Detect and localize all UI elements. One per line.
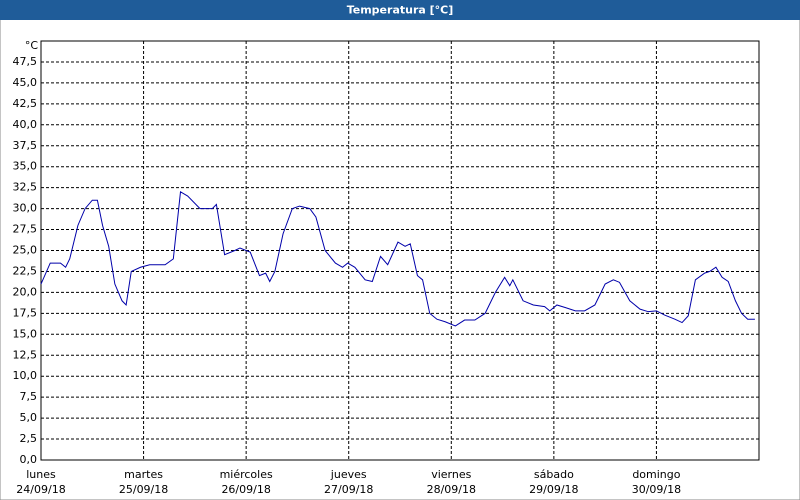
y-tick-label: 42,5 bbox=[13, 97, 38, 110]
x-tick-date: 29/09/18 bbox=[529, 483, 578, 496]
y-tick-label: 7,5 bbox=[20, 390, 38, 403]
x-tick-date: 28/09/18 bbox=[427, 483, 476, 496]
y-tick-label: 2,5 bbox=[20, 432, 38, 445]
y-tick-label: 22,5 bbox=[13, 264, 38, 277]
y-tick-label: 47,5 bbox=[13, 55, 38, 68]
y-tick-label: 45,0 bbox=[13, 76, 38, 89]
y-tick-label: 32,5 bbox=[13, 181, 38, 194]
x-tick-date: 25/09/18 bbox=[119, 483, 168, 496]
window-title: Temperatura [°C] bbox=[347, 4, 454, 17]
y-unit-label: °C bbox=[25, 39, 39, 52]
x-tick-date: 30/09/18 bbox=[632, 483, 681, 496]
y-tick-label: 10,0 bbox=[13, 369, 38, 382]
y-tick-label: 25,0 bbox=[13, 244, 38, 257]
title-bar bbox=[0, 0, 800, 20]
y-tick-label: 35,0 bbox=[13, 160, 38, 173]
x-tick-date: 26/09/18 bbox=[221, 483, 270, 496]
y-tick-label: 12,5 bbox=[13, 348, 38, 361]
x-tick-date: 27/09/18 bbox=[324, 483, 373, 496]
y-tick-label: 17,5 bbox=[13, 306, 38, 319]
y-tick-label: 40,0 bbox=[13, 118, 38, 131]
x-tick-label: lunes bbox=[26, 468, 56, 481]
y-tick-label: 20,0 bbox=[13, 285, 38, 298]
y-tick-label: 15,0 bbox=[13, 327, 38, 340]
y-tick-label: 0,0 bbox=[20, 453, 38, 466]
x-tick-label: domingo bbox=[632, 468, 680, 481]
x-tick-date: 24/09/18 bbox=[16, 483, 65, 496]
x-tick-label: jueves bbox=[330, 468, 367, 481]
y-tick-label: 30,0 bbox=[13, 202, 38, 215]
x-tick-label: martes bbox=[124, 468, 163, 481]
x-tick-label: viernes bbox=[431, 468, 471, 481]
temperature-line bbox=[40, 191, 755, 327]
y-tick-label: 5,0 bbox=[20, 411, 38, 424]
y-tick-label: 37,5 bbox=[13, 139, 38, 152]
x-tick-label: miércoles bbox=[220, 468, 273, 481]
x-tick-label: sábado bbox=[534, 468, 574, 481]
y-tick-label: 27,5 bbox=[13, 223, 38, 236]
